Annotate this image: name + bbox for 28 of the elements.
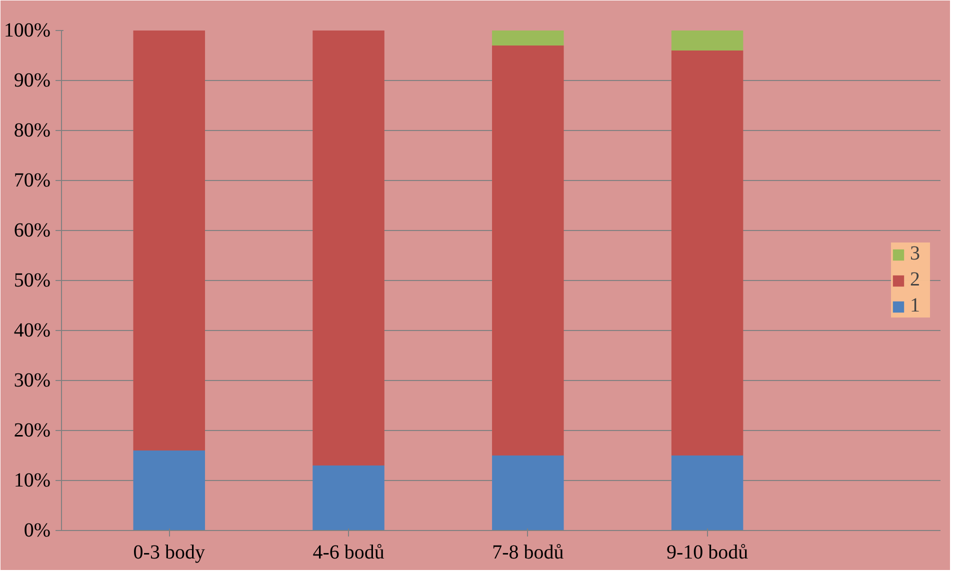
y-tick-label: 60% [14, 220, 51, 242]
x-tick-label: 9-10 bodů [666, 542, 748, 564]
x-tick-label: 0-3 body [133, 542, 205, 564]
bar [133, 30, 206, 450]
y-tick-label: 50% [14, 270, 51, 292]
bar [671, 50, 744, 456]
legend-label: 3 [910, 242, 921, 266]
bar [671, 456, 744, 530]
legend-label: 2 [910, 268, 921, 292]
bar [492, 30, 564, 46]
bar [492, 456, 564, 530]
y-tick-label: 80% [14, 120, 51, 142]
y-tick-label: 20% [14, 420, 51, 442]
x-tick-label: 7-8 bodů [492, 542, 564, 564]
legend-label: 1 [910, 294, 921, 318]
y-tick-label: 90% [14, 70, 51, 92]
bar [492, 46, 564, 456]
y-tick-label: 30% [14, 370, 51, 392]
y-tick-label: 40% [14, 320, 51, 342]
y-tick-label: 100% [4, 20, 51, 42]
bar [312, 466, 384, 530]
y-tick-label: 0% [24, 520, 51, 542]
bar [312, 30, 384, 466]
y-tick-label: 70% [14, 170, 51, 192]
y-tick-label: 10% [14, 470, 51, 492]
bar [133, 450, 206, 530]
bar [671, 30, 744, 50]
x-tick-label: 4-6 bodů [312, 542, 384, 564]
